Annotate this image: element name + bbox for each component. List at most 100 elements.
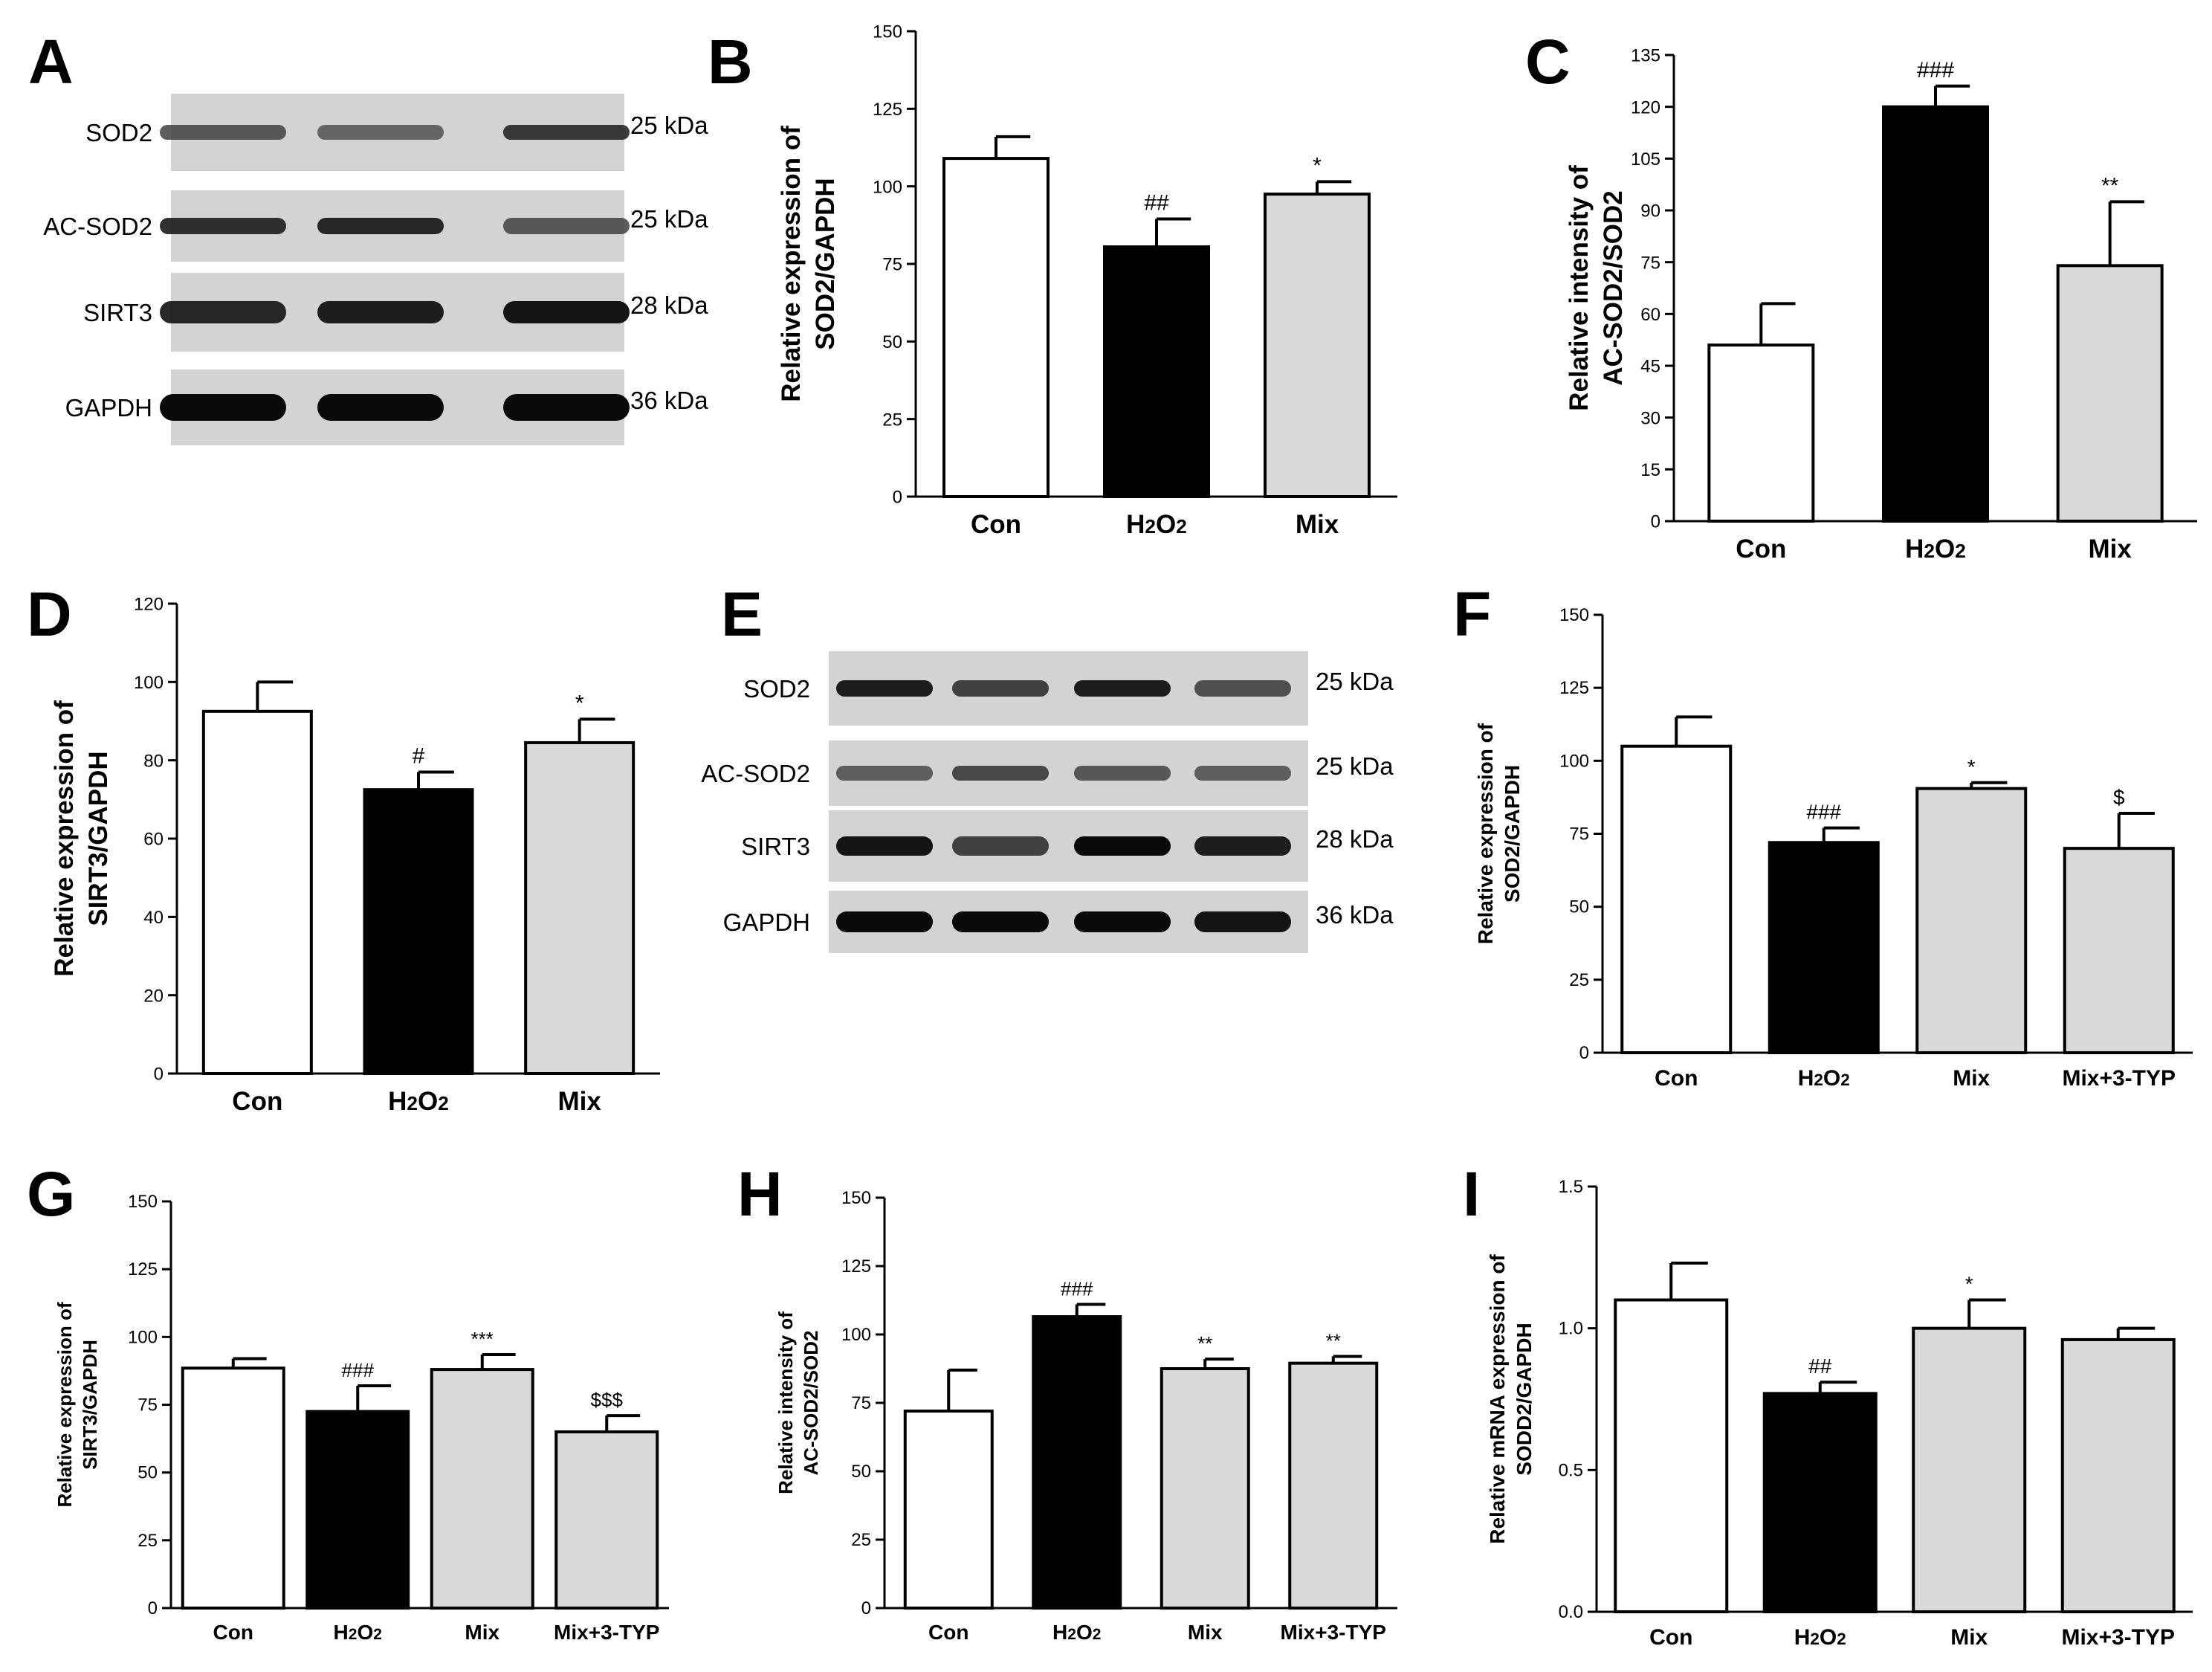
significance-label-g: $$$ [591,1389,624,1411]
y-tick-label-b: 75 [882,255,902,275]
blot-band-a [160,125,286,140]
bar-b [942,157,1050,499]
blot-band-a [503,218,630,234]
bar-d [524,740,636,1075]
kda-label-e: 25 kDa [1316,752,1394,780]
y-tick-label-h: 75 [851,1393,871,1413]
y-axis-label-g: SIRT3/GAPDH [79,1340,101,1470]
y-axis-label-d: SIRT3/GAPDH [84,751,113,926]
blot-band-e [952,766,1049,781]
category-label-i: H2O2 [1794,1625,1846,1650]
y-axis-label-f: Relative expression of [1474,723,1497,944]
bar-h [903,1410,994,1610]
bar-g [430,1368,534,1610]
y-axis-label-f: SOD2/GAPDH [1501,765,1524,903]
panel-label-h: H [737,1159,783,1229]
y-axis-label-h: Relative intensity of [774,1311,797,1494]
y-tick-label-h: 50 [851,1462,871,1482]
bar-b [1103,245,1210,498]
blot-band-e [1074,766,1171,781]
blot-band-a [160,301,286,323]
category-label-h: Mix+3-TYP [1281,1621,1386,1644]
panel-label-f: F [1453,579,1491,649]
y-tick-label-h: 25 [851,1530,871,1550]
blot-band-a [317,394,444,421]
significance-label-d: # [413,743,425,768]
bar-c [1882,105,1989,523]
kda-label-e: 36 kDa [1316,901,1394,929]
y-tick-label-c: 75 [1640,253,1660,273]
blot-band-e [1074,836,1171,856]
bar-i [1912,1326,2027,1613]
y-tick-label-d: 20 [143,986,164,1006]
y-tick-label-f: 125 [1559,678,1589,698]
y-tick-label-c: 90 [1640,201,1660,222]
kda-label-a: 25 kDa [630,205,708,233]
blot-row-label-e: SOD2 [743,675,810,703]
category-label-d: Con [232,1087,282,1116]
blot-band-e [836,766,933,781]
blot-band-e [1194,680,1291,697]
bar-b [1264,193,1371,498]
panel-label-d: D [27,579,72,649]
bar-g [181,1366,285,1610]
significance-label-h: ** [1197,1332,1212,1355]
category-label-h: H2O2 [1052,1621,1101,1644]
panel-label-b: B [708,27,753,97]
blot-row-label-a: SOD2 [85,119,152,146]
y-tick-label-f: 75 [1569,824,1589,844]
y-tick-label-c: 45 [1640,357,1660,377]
y-tick-label-g: 25 [138,1531,158,1551]
bar-h [1288,1361,1379,1610]
y-tick-label-b: 125 [873,100,902,120]
y-tick-label-h: 100 [841,1325,871,1345]
y-tick-label-c: 120 [1631,97,1660,117]
kda-label-a: 28 kDa [630,291,708,319]
bar-i [2060,1337,2176,1614]
category-label-i: Mix+3-TYP [2061,1625,2175,1650]
category-label-b: H2O2 [1126,510,1187,539]
blot-band-a [160,394,286,421]
significance-label-f: $ [2113,786,2125,809]
category-label-c: H2O2 [1905,535,1966,564]
blot-band-e [952,836,1049,856]
y-tick-label-h: 150 [841,1188,871,1208]
bar-f [1915,787,2028,1055]
category-label-i: Mix [1950,1625,1988,1650]
significance-label-d: * [575,691,584,715]
y-axis-label-d: Relative expression of [50,700,79,977]
chart-d: 0 20 40 60 80 100 120 Relative expression of SIR… [50,595,660,1116]
kda-label-a: 25 kDa [630,112,708,139]
category-label-c: Con [1736,535,1786,564]
chart-g: 0 25 50 75 100 125 150 Relative expression of SI… [54,1192,669,1644]
blot-band-e [836,680,933,697]
blot-row-label-e: AC-SOD2 [701,760,810,787]
y-tick-label-g: 150 [128,1192,158,1212]
chart-b: 0 25 50 75 100 125 150 Relative expression of SO… [777,22,1397,539]
category-label-g: Mix [465,1621,499,1644]
y-axis-label-i: Relative mRNA expression of [1486,1254,1509,1544]
blot-row-label-a: AC-SOD2 [43,213,152,240]
category-label-b: Con [971,510,1021,539]
y-tick-label-d: 60 [143,830,164,850]
significance-label-i: * [1965,1273,1973,1296]
panel-label-g: G [27,1159,75,1229]
significance-label-i: ## [1808,1355,1832,1378]
y-axis-label-b: SOD2/GAPDH [811,178,840,349]
chart-i: 0.0 0.5 1.0 1.5 Relative mRNA expression of S… [1486,1177,2193,1650]
bar-g [554,1430,659,1610]
panel-label-e: E [721,579,763,649]
y-tick-label-d: 0 [154,1065,164,1085]
blot-band-e [1074,680,1171,697]
y-tick-label-c: 30 [1640,408,1660,428]
blot-band-e [836,836,933,856]
bar-h [1032,1315,1122,1610]
y-tick-label-d: 100 [134,673,164,693]
y-tick-label-g: 100 [128,1327,158,1347]
y-axis-label-i: SODD2/GAPDH [1513,1323,1536,1475]
y-tick-label-c: 135 [1631,46,1660,66]
bar-f [1768,841,1880,1055]
significance-label-h: ** [1326,1329,1341,1352]
